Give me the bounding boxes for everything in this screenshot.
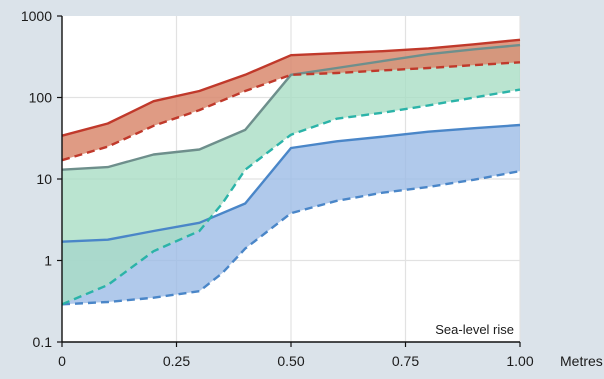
band-areas: [62, 39, 520, 305]
band-upper-line-1: [61, 123, 521, 243]
y-tick-label: 10: [36, 171, 52, 187]
band-upper-line-2: [61, 43, 521, 171]
x-tick-label: 0.75: [392, 353, 419, 369]
band-area-2: [62, 45, 520, 305]
annotation-sea-level-rise: Sea-level rise: [435, 322, 514, 337]
x-tick-label: 0.25: [163, 353, 190, 369]
y-tick-label: 0.1: [33, 334, 53, 350]
x-tick-label: 1.00: [506, 353, 533, 369]
band-lower-line-2: [61, 88, 521, 306]
band-lower-line-3: [61, 61, 521, 162]
y-tick-label: 1000: [21, 8, 52, 24]
x-tick-label: 0.50: [277, 353, 304, 369]
band-area-1: [62, 125, 520, 305]
band-boundary-lines: [61, 38, 521, 306]
band-area-3: [62, 39, 520, 161]
axes: 0.1 1 10 100 1000 0 0.25 0.50 0.75 1.00: [21, 8, 534, 369]
y-tick-label: 100: [29, 90, 53, 106]
x-tick-label: 0: [58, 353, 66, 369]
band-lower-line-1: [61, 169, 521, 306]
y-tick-label: 1: [44, 253, 52, 269]
band-upper-line-3: [61, 38, 521, 137]
x-unit-label: Metres: [560, 353, 603, 369]
